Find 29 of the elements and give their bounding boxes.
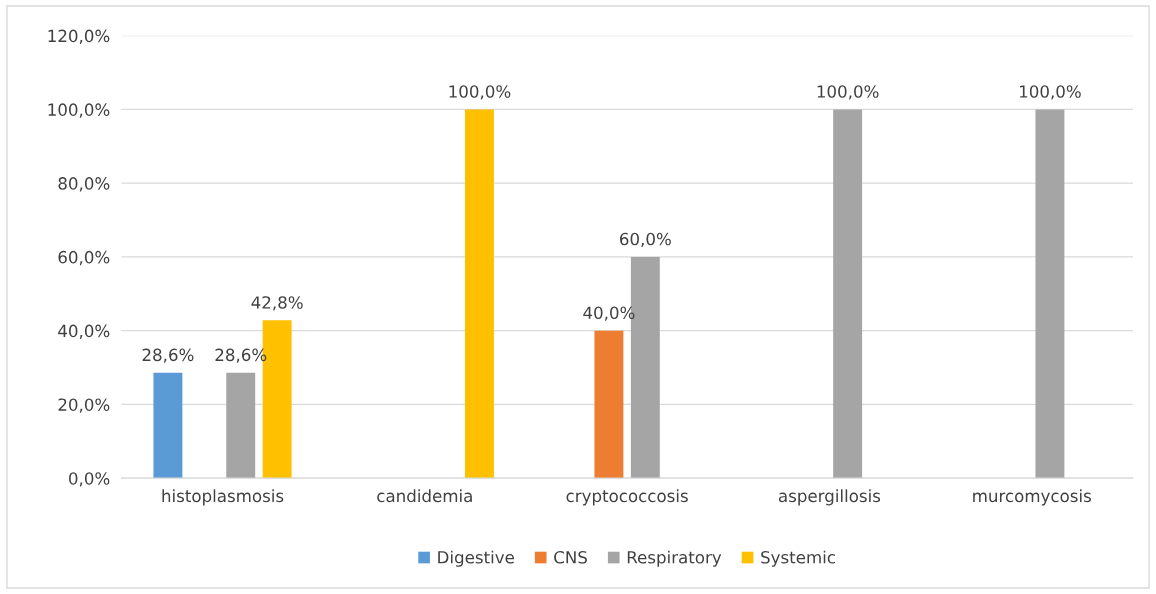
x-tick-label: cryptococcosis — [566, 489, 688, 506]
bar — [153, 372, 183, 479]
x-tick-label: murcomycosis — [973, 489, 1091, 506]
data-label: 100,0% — [817, 85, 879, 100]
bar — [1035, 109, 1065, 479]
y-tick-label: 80,0% — [58, 177, 110, 192]
bar — [833, 109, 863, 479]
data-label: 42,8% — [251, 296, 303, 311]
legend-label: CNS — [554, 550, 587, 564]
bar — [594, 330, 624, 479]
legend-label: Digestive — [438, 550, 514, 567]
data-label: 100,0% — [449, 85, 511, 100]
y-tick-label: 40,0% — [58, 324, 110, 339]
data-label: 28,6% — [142, 348, 194, 363]
data-label: 60,0% — [620, 232, 671, 248]
x-tick-label: candidemia — [377, 489, 472, 503]
y-tick-label: 100,0% — [48, 103, 110, 118]
x-tick-label: histoplasmosis — [162, 489, 284, 506]
data-label: 40,0% — [583, 306, 635, 321]
bar — [226, 372, 256, 479]
y-tick-label: 120,0% — [48, 29, 110, 44]
bar — [464, 109, 494, 479]
legend-label: Respiratory — [627, 550, 722, 567]
y-tick-label: 0,0% — [69, 472, 110, 487]
x-tick-label: aspergillosis — [778, 489, 881, 506]
legend-label: Systemic — [761, 550, 835, 567]
y-tick-label: 20,0% — [58, 398, 110, 413]
data-label: 100,0% — [1019, 85, 1081, 100]
y-tick-label: 60,0% — [58, 250, 110, 266]
